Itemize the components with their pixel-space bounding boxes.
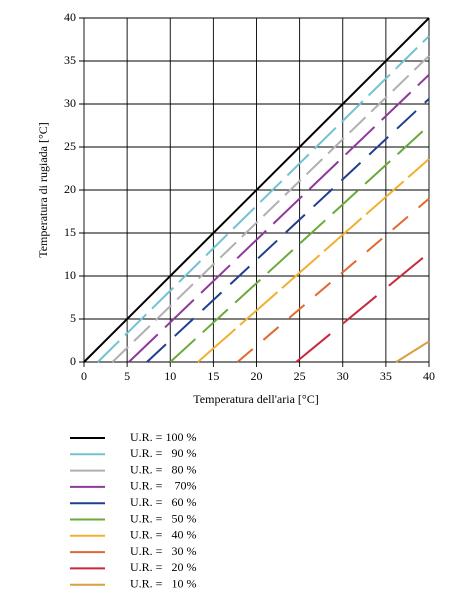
legend-label: U.R. = 30 % [130, 544, 196, 558]
y-tick-label: 25 [64, 139, 76, 153]
y-tick-label: 10 [64, 268, 76, 282]
legend-label: U.R. = 10 % [130, 576, 196, 590]
y-axis-label: Temperatura di rugiada [°C] [36, 122, 50, 258]
legend-label: U.R. = 100 % [130, 430, 196, 444]
y-tick-label: 20 [64, 182, 76, 196]
y-tick-label: 0 [70, 354, 76, 368]
series-line [169, 124, 430, 363]
x-tick-label: 15 [207, 369, 219, 383]
legend-label: U.R. = 90 % [130, 446, 196, 460]
series-line [83, 17, 430, 363]
x-tick-label: 35 [380, 369, 392, 383]
y-tick-label: 30 [64, 96, 76, 110]
series-line [295, 252, 430, 363]
series-line [97, 35, 430, 363]
legend-label: U.R. = 70% [130, 479, 196, 493]
legend-label: U.R. = 50 % [130, 511, 196, 525]
x-axis-label: Temperatura dell'aria [°C] [193, 392, 318, 406]
series-line [236, 197, 430, 363]
legend-label: U.R. = 40 % [130, 528, 196, 542]
series-line [395, 340, 430, 363]
series-line [128, 74, 430, 363]
x-tick-label: 10 [164, 369, 176, 383]
y-tick-label: 35 [64, 53, 76, 67]
legend-label: U.R. = 80 % [130, 462, 196, 476]
series-line [111, 55, 430, 363]
x-tick-label: 5 [124, 369, 130, 383]
x-tick-label: 25 [294, 369, 306, 383]
x-tick-label: 0 [81, 369, 87, 383]
legend-label: U.R. = 20 % [130, 560, 196, 574]
series-line [146, 98, 430, 363]
x-tick-label: 20 [251, 369, 263, 383]
x-tick-label: 40 [423, 369, 435, 383]
legend-label: U.R. = 60 % [130, 495, 196, 509]
x-tick-label: 30 [337, 369, 349, 383]
y-tick-label: 5 [70, 311, 76, 325]
series-line [197, 158, 430, 363]
y-tick-label: 15 [64, 225, 76, 239]
y-tick-label: 40 [64, 10, 76, 24]
